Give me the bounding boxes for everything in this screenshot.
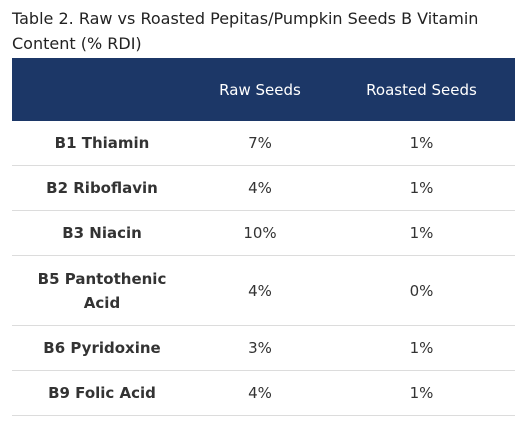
cell: 1% bbox=[328, 210, 515, 256]
row-label-text: B9 Folic Acid bbox=[48, 384, 156, 402]
table-row: B2 Riboflavin 4% 1% bbox=[12, 165, 515, 211]
row-label-text: B6 Pyridoxine bbox=[43, 339, 161, 357]
table-row: B9 Folic Acid 4% 1% bbox=[12, 370, 515, 416]
cell: 1% bbox=[328, 370, 515, 416]
row-label-text: B3 Niacin bbox=[62, 224, 142, 242]
row-label: B5 Pantothenic Acid bbox=[12, 255, 192, 326]
cell: 7% bbox=[192, 121, 328, 166]
row-label: B9 Folic Acid bbox=[12, 370, 192, 416]
cell: 4% bbox=[192, 255, 328, 326]
row-label: B2 Riboflavin bbox=[12, 165, 192, 211]
table-row: B3 Niacin 10% 1% bbox=[12, 210, 515, 256]
cell: 1% bbox=[328, 165, 515, 211]
cell: 1% bbox=[328, 121, 515, 166]
table-header: Raw Seeds Roasted Seeds bbox=[12, 58, 515, 121]
vitamin-table: Raw Seeds Roasted Seeds B1 Thiamin 7% 1% B2… bbox=[12, 58, 515, 416]
table-title: Table 2. Raw vs Roasted Pepitas/Pumpkin … bbox=[12, 9, 479, 53]
table-row: B1 Thiamin 7% 1% bbox=[12, 121, 515, 166]
row-label: B6 Pyridoxine bbox=[12, 325, 192, 371]
row-label-text: B5 Pantothenic Acid bbox=[37, 269, 167, 312]
header-cell bbox=[12, 58, 192, 121]
table-row: B5 Pantothenic Acid 4% 0% bbox=[12, 255, 515, 326]
header-cell: Roasted Seeds bbox=[328, 58, 515, 121]
cell: 3% bbox=[192, 325, 328, 371]
row-label: B1 Thiamin bbox=[12, 121, 192, 166]
cell: 10% bbox=[192, 210, 328, 256]
row-label: B3 Niacin bbox=[12, 210, 192, 256]
row-label-text: B1 Thiamin bbox=[54, 134, 150, 152]
row-label-text: B2 Riboflavin bbox=[46, 179, 158, 197]
cell: 1% bbox=[328, 325, 515, 371]
header-cell: Raw Seeds bbox=[192, 58, 328, 121]
cell: 4% bbox=[192, 370, 328, 416]
table-body: B1 Thiamin 7% 1% B2 Riboflavin 4% 1% B3 Niacin… bbox=[12, 121, 515, 416]
cell: 4% bbox=[192, 165, 328, 211]
table-row: B6 Pyridoxine 3% 1% bbox=[12, 325, 515, 371]
cell: 0% bbox=[328, 255, 515, 326]
